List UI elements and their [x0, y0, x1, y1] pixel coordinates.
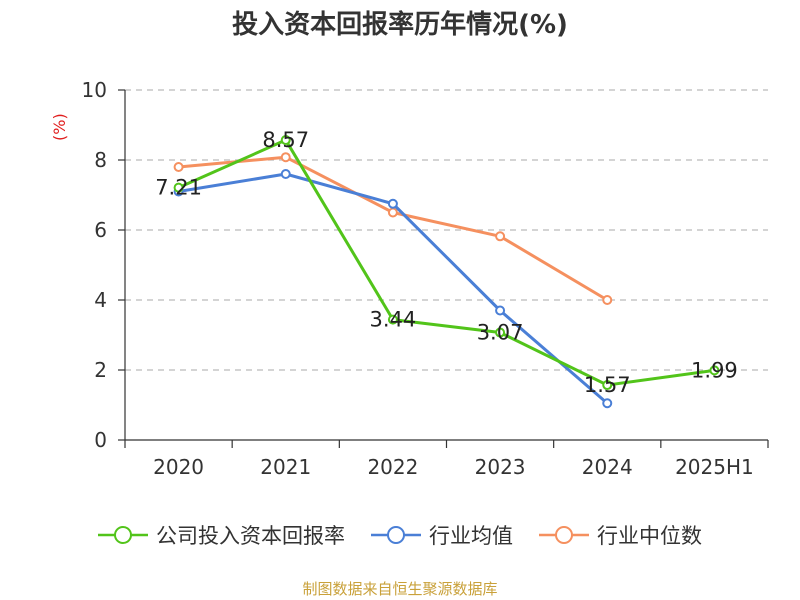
legend-item-industry-average[interactable]: 行业均值 [371, 520, 513, 550]
chart-title: 投入资本回报率历年情况(%) [232, 10, 568, 40]
y-tick-label: 10 [82, 78, 107, 102]
data-label-company: 3.07 [477, 321, 524, 345]
series-line-industry_median [178, 155, 609, 302]
data-point-company [495, 327, 506, 338]
legend-item-industry-median[interactable]: 行业中位数 [539, 520, 702, 550]
data-point-industry_avg [602, 398, 613, 409]
x-tick-label: 2023 [475, 455, 526, 479]
legend-marker-industry-median [539, 526, 589, 544]
y-tick-label: 4 [94, 288, 107, 312]
data-point-company [173, 182, 184, 193]
data-label-company: 8.57 [262, 128, 309, 152]
legend-label-company: 公司投入资本回报率 [156, 524, 345, 548]
y-tick-label: 0 [94, 428, 107, 452]
legend-label-industry-median: 行业中位数 [597, 524, 702, 548]
x-tick-label: 2025H1 [675, 455, 754, 479]
legend-marker-company [98, 526, 148, 544]
data-point-company [602, 380, 613, 391]
data-label-company: 7.21 [155, 176, 202, 200]
x-tick-label: 2022 [367, 455, 418, 479]
data-point-industry_median [495, 231, 506, 242]
data-point-industry_median [602, 295, 613, 305]
data-point-industry_median [387, 207, 398, 218]
data-point-company [387, 314, 398, 325]
y-tick-label: 2 [94, 358, 107, 382]
chart-legend: 公司投入资本回报率 行业均值 行业中位数 [0, 520, 800, 550]
data-label-company: 1.99 [691, 358, 738, 382]
data-point-industry_avg [495, 305, 506, 316]
data-label-company: 1.57 [584, 373, 631, 397]
source-footer: 制图数据来自恒生聚源数据库 [302, 580, 498, 598]
x-tick-label: 2024 [582, 455, 633, 479]
data-point-company [709, 365, 720, 376]
series-line-company [177, 138, 715, 387]
data-point-industry_avg [387, 198, 398, 209]
x-tick-label: 2020 [153, 455, 204, 479]
data-point-industry_median [280, 152, 291, 163]
data-point-industry_avg [280, 169, 291, 179]
legend-item-company[interactable]: 公司投入资本回报率 [98, 520, 345, 550]
y-tick-label: 8 [94, 148, 107, 172]
x-tick-label: 2021 [260, 455, 311, 479]
data-point-company [280, 135, 291, 146]
legend-marker-industry-average [371, 526, 421, 544]
data-point-industry_median [173, 162, 184, 172]
data-label-company: 3.44 [370, 308, 417, 332]
y-tick-label: 6 [94, 218, 107, 242]
legend-label-industry-average: 行业均值 [429, 524, 513, 548]
